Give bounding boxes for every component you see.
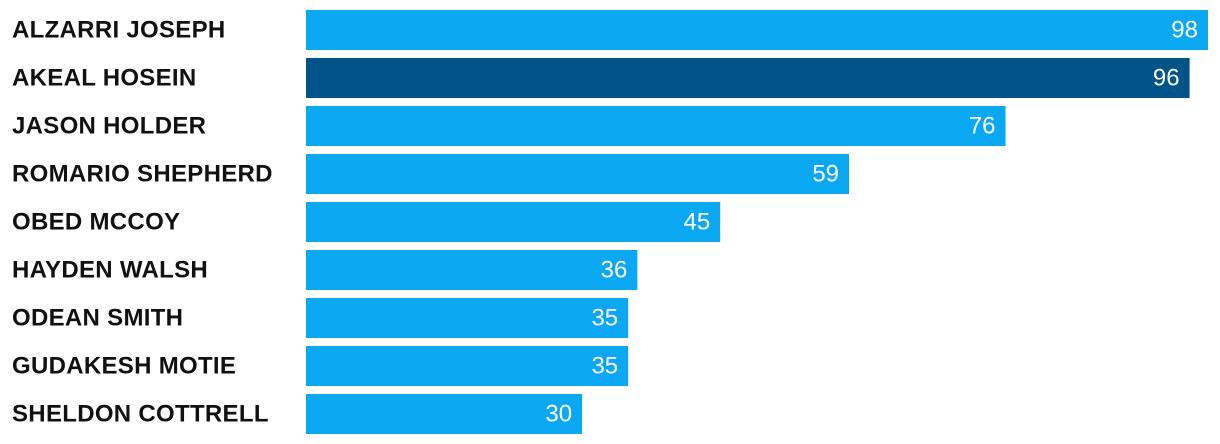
bar <box>306 154 850 194</box>
category-label: ODEAN SMITH <box>12 304 183 331</box>
category-label: AKEAL HOSEIN <box>12 64 197 91</box>
category-label: JASON HOLDER <box>12 112 206 139</box>
category-label: SHELDON COTTRELL <box>12 400 269 427</box>
bar <box>306 298 629 338</box>
bar <box>306 106 1006 146</box>
category-label: ROMARIO SHEPHERD <box>12 160 273 187</box>
value-label: 36 <box>601 256 628 283</box>
bar <box>306 346 629 386</box>
value-label: 98 <box>1171 16 1198 43</box>
bar <box>306 250 638 290</box>
category-label: OBED MCCOY <box>12 208 180 235</box>
value-label: 76 <box>969 112 996 139</box>
value-label: 35 <box>591 304 618 331</box>
value-label: 35 <box>591 352 618 379</box>
category-label: GUDAKESH MOTIE <box>12 352 236 379</box>
bar <box>306 202 721 242</box>
bar <box>306 10 1208 50</box>
value-label: 96 <box>1153 64 1180 91</box>
value-label: 30 <box>545 400 572 427</box>
value-label: 45 <box>683 208 710 235</box>
bar <box>306 394 583 434</box>
bar <box>306 58 1190 98</box>
category-label: HAYDEN WALSH <box>12 256 208 283</box>
category-label: ALZARRI JOSEPH <box>12 16 226 43</box>
value-label: 59 <box>812 160 839 187</box>
